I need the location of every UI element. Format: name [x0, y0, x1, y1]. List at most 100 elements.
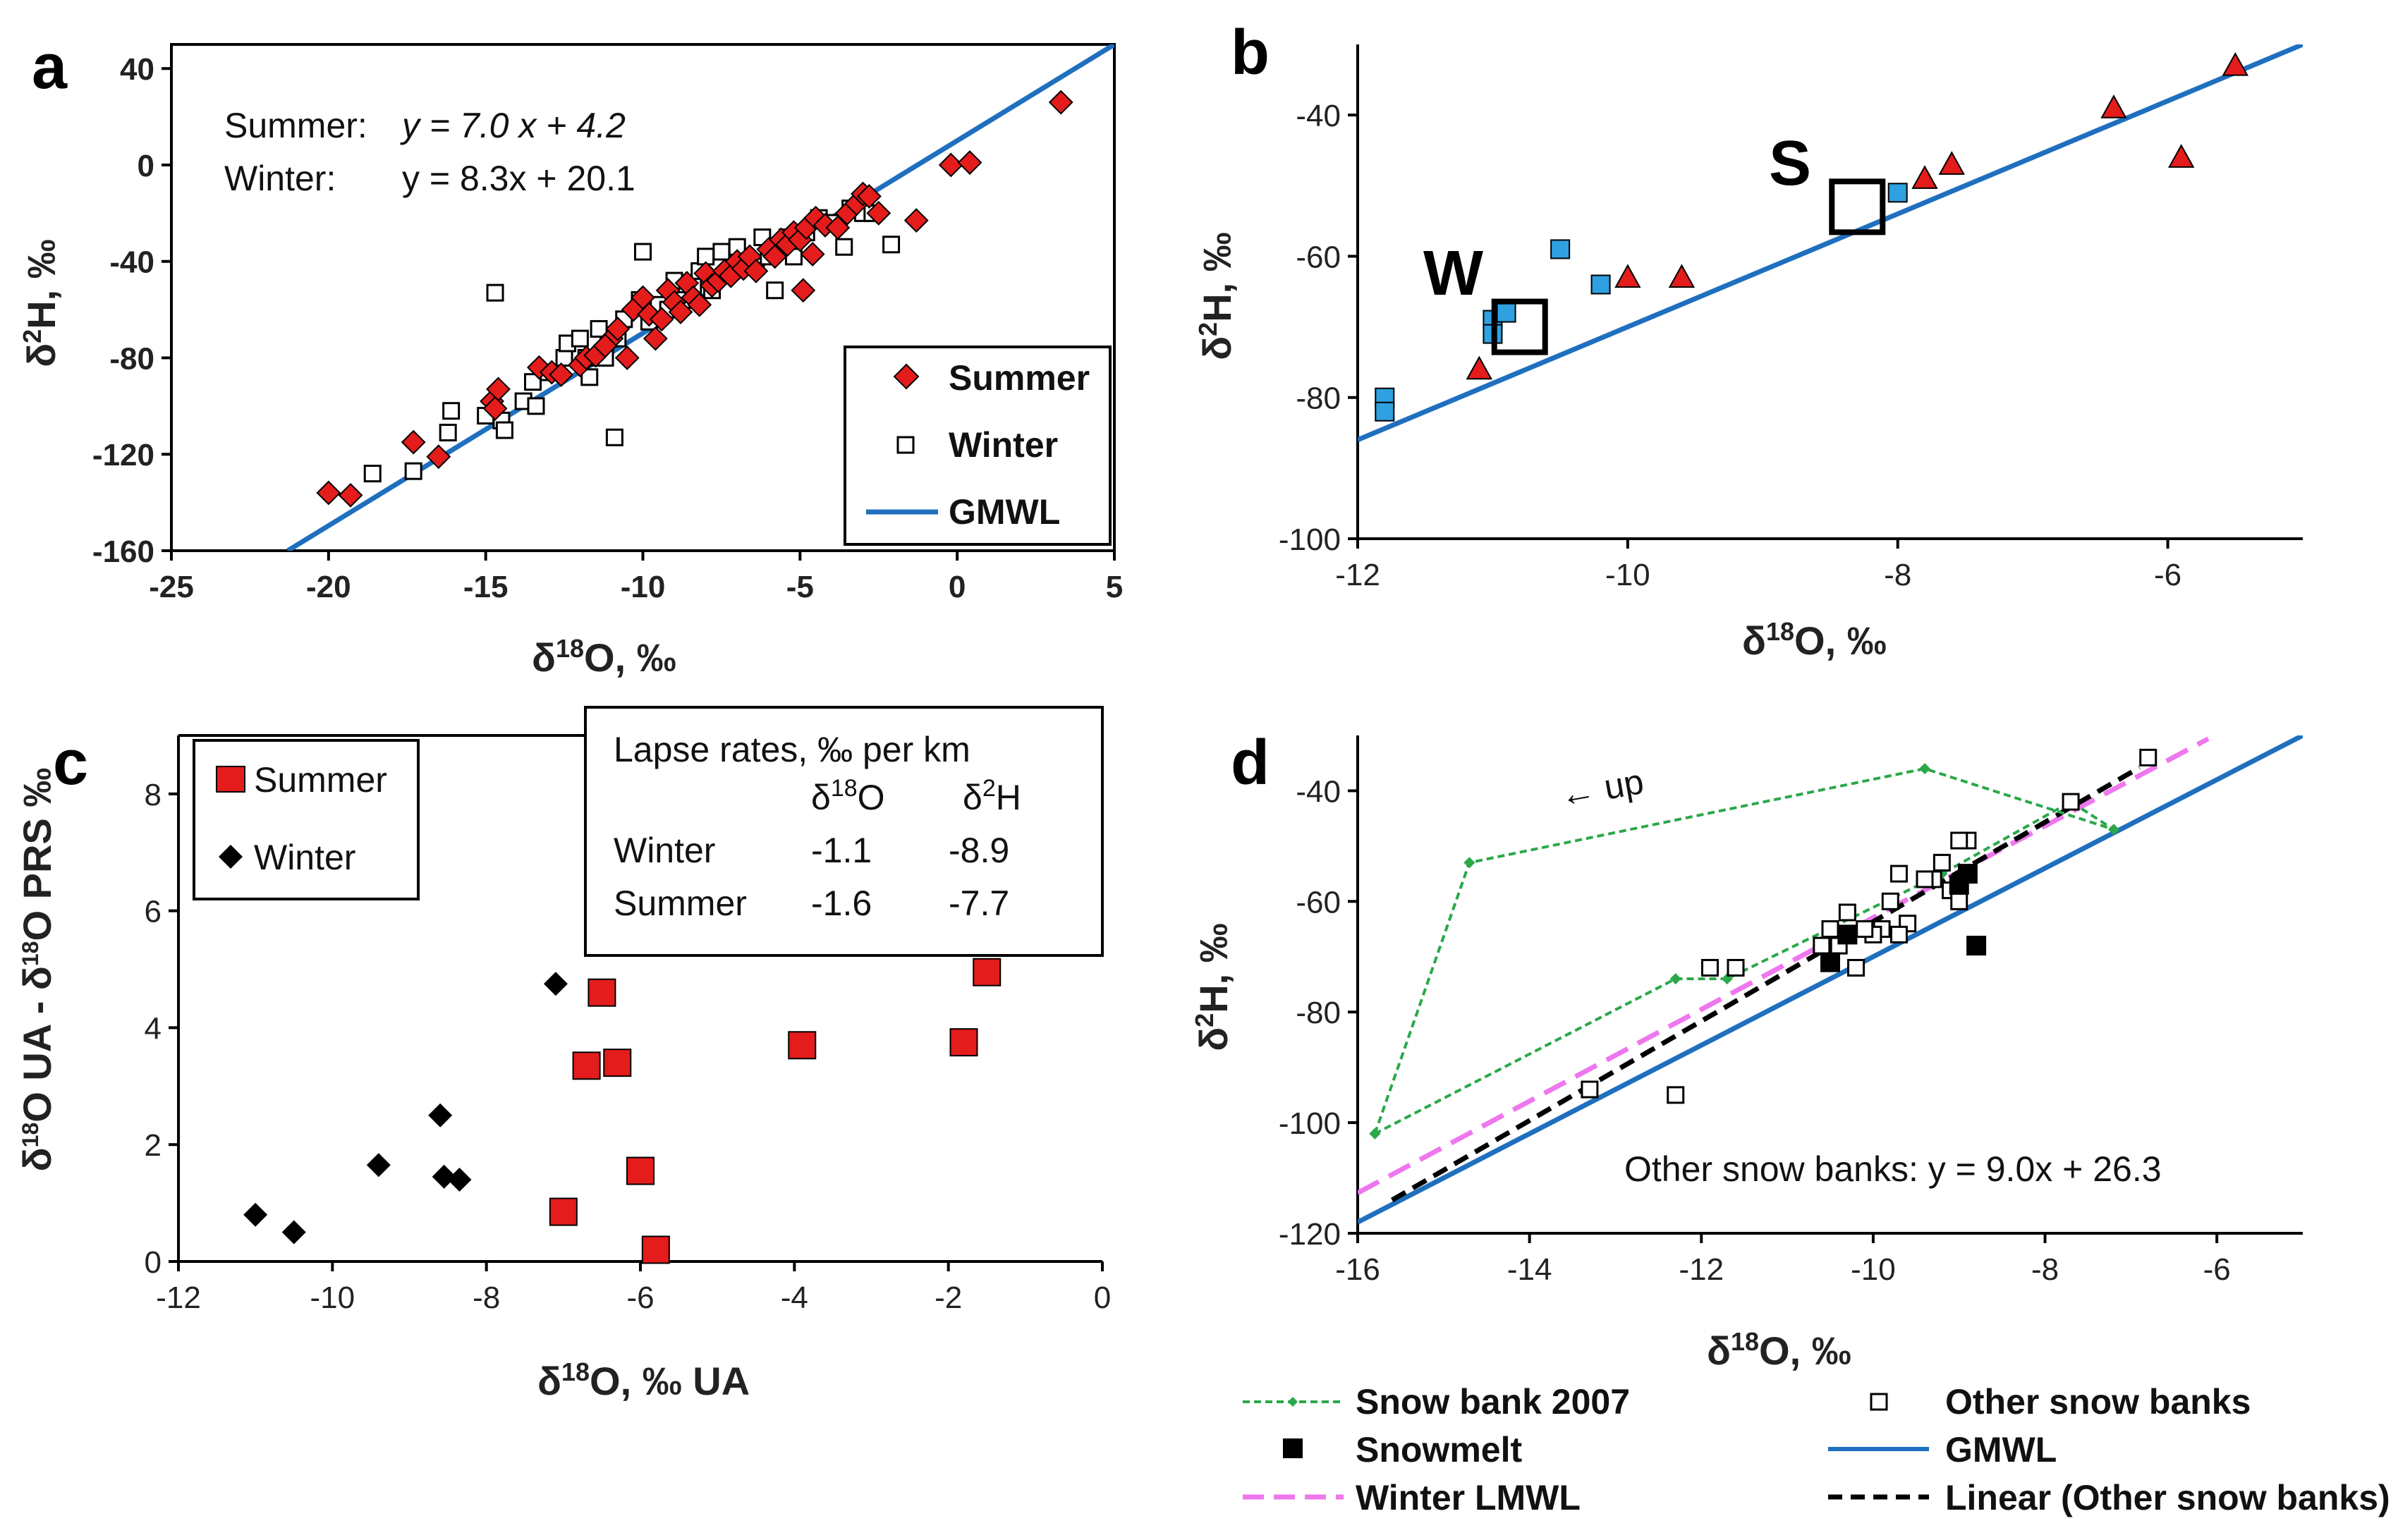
summer-point [903, 208, 929, 233]
other-snow-bank-point [2139, 748, 2157, 766]
panel-c: c -12 -10 -8 -6 -4 -2 0 0 2 4 6 8 δ18O, ‰ UA δ18O … [15, 706, 1111, 1403]
summer-sample-point [1466, 355, 1492, 380]
x-tick-label: 0 [1094, 1281, 1111, 1315]
panel-d-label: d [1231, 728, 1270, 798]
other-snow-bank-point [1889, 925, 1908, 943]
panel-b-y-ticks: -40 -60 -80 -100 [1279, 99, 1358, 557]
winter-point [634, 243, 652, 261]
summer-point [603, 1049, 632, 1077]
winter-point [432, 1164, 456, 1189]
winter-equation: y = 8.3x + 20.1 [402, 159, 635, 198]
other-snow-bank-point [1950, 892, 1968, 910]
other-snow-bank-point [1838, 903, 1856, 922]
panel-d-points [1369, 748, 2157, 1139]
panel-c-points [243, 958, 1002, 1264]
y-tick-label: -60 [1296, 885, 1341, 919]
summer-mean-label: S [1769, 128, 1811, 199]
winter-point [404, 462, 422, 480]
other-snow-bank-point [1847, 958, 1866, 977]
x-tick-label: -4 [781, 1281, 808, 1315]
summer-sample-point [2168, 144, 2195, 168]
other-snow-bank-point [1821, 920, 1839, 939]
y-tick-label: 6 [145, 895, 162, 929]
winter-point [835, 238, 853, 256]
summer-point [588, 978, 616, 1007]
other-snow-bank-point [1889, 864, 1908, 883]
lapse-table-summer-h2: -7.7 [949, 884, 1009, 923]
summer-point [938, 152, 963, 178]
other-snow-bank-point [1881, 892, 1899, 910]
winter-point [580, 368, 599, 386]
panel-d-y-axis-label: δ2H, ‰ [1190, 923, 1236, 1051]
x-tick-label: -6 [2203, 1252, 2231, 1287]
summer-point [825, 215, 851, 240]
summer-point [668, 300, 693, 324]
summer-sample-point [1668, 264, 1696, 288]
other-snow-bank-point [1667, 1086, 1685, 1104]
panel-a-y-axis-label: δ2H, ‰ [18, 239, 64, 367]
summer-sample-point [1614, 264, 1641, 288]
legend-winter-marker [896, 436, 915, 454]
summer-equation-label: Summer: [224, 106, 367, 145]
winter-point [543, 972, 568, 996]
panel-c-x-ticks: -12 -10 -8 -6 -4 -2 0 [156, 1261, 1111, 1315]
winter-sample-point [1550, 239, 1571, 259]
legend-snowbank-label: Snow bank 2007 [1356, 1382, 1630, 1422]
snow-bank-2007-line [1373, 767, 2115, 1135]
legend-winter-label: Winter [949, 425, 1058, 465]
other-snow-bank-point [1950, 831, 1968, 850]
summer-point [957, 150, 982, 175]
winter-point [527, 397, 545, 415]
snow-bank-2007-point [1369, 1128, 1381, 1139]
summer-point [426, 444, 451, 470]
x-tick-label: -12 [1335, 558, 1380, 592]
summer-point [572, 1051, 601, 1080]
winter-point [439, 423, 457, 441]
panel-d-lines [1358, 735, 2303, 1225]
legend-summer-marker [216, 766, 245, 793]
summer-point [949, 1028, 978, 1057]
x-tick-label: -25 [149, 570, 194, 604]
summer-point [791, 278, 816, 303]
snow-bank-2007-point [1463, 857, 1475, 869]
other-snow-bank-point [2062, 793, 2080, 811]
summer-equation: y = 7.0 x + 4.2 [400, 106, 626, 145]
other-snow-bank-point [1856, 920, 1874, 939]
snowmelt-point [1837, 924, 1858, 945]
summer-point [316, 480, 341, 506]
summer-point [626, 1156, 655, 1185]
other-snow-bank-point [1581, 1080, 1599, 1099]
winter-lmwl-line [1358, 736, 2210, 1195]
x-tick-label: 0 [949, 570, 966, 604]
x-tick-label: -10 [621, 570, 666, 604]
panel-d-equation: Other snow banks: y = 9.0x + 26.3 [1624, 1149, 2162, 1189]
y-tick-label: -80 [109, 341, 154, 376]
snow-bank-2007-point [1669, 973, 1681, 985]
summer-point [743, 258, 769, 283]
x-tick-label: -10 [310, 1281, 355, 1315]
legend-snowmelt-label: Snowmelt [1356, 1430, 1522, 1469]
panel-a-label: a [32, 32, 68, 102]
panel-a-legend: Summer Winter GMWL [844, 346, 1112, 546]
other-snow-bank-point [1727, 958, 1745, 977]
x-tick-label: -14 [1507, 1252, 1552, 1287]
legend-summer-label: Summer [254, 760, 387, 800]
y-tick-label: -40 [1296, 99, 1341, 133]
panel-a-points [316, 90, 1073, 508]
x-tick-label: -2 [935, 1281, 962, 1315]
summer-point [762, 244, 788, 269]
x-tick-label: -12 [1679, 1252, 1724, 1287]
summer-point [856, 183, 882, 209]
other-snow-bank-point [1933, 853, 1951, 872]
summer-sample-point [2100, 94, 2127, 118]
summer-point [614, 346, 640, 370]
legend-winter-label: Winter [254, 838, 355, 877]
y-tick-label: 8 [145, 778, 162, 812]
legend-lmwl-label: Winter LMWL [1356, 1478, 1581, 1517]
summer-sample-point [2222, 51, 2248, 76]
winter-point [243, 1202, 268, 1227]
summer-point [641, 1235, 670, 1264]
winter-point [766, 281, 784, 300]
summer-point [788, 1031, 817, 1060]
